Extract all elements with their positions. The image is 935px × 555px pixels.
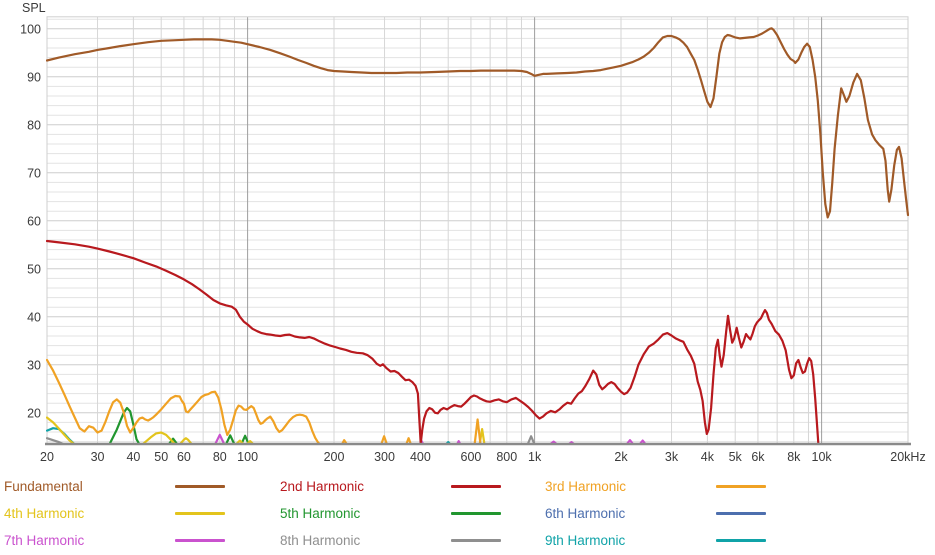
x-tick-label: 50 bbox=[154, 450, 168, 464]
x-tick-labels: 20 30 40 50 60 80 100 200 300 400 600 800 1k 2k 3k 4k 5k… bbox=[40, 450, 926, 464]
y-axis-title: SPL bbox=[22, 1, 46, 15]
legend-item-3rd-harmonic: 3rd Harmonic bbox=[545, 473, 935, 500]
series-2nd-harmonic bbox=[46, 239, 820, 445]
x-tick-label: 40 bbox=[126, 450, 140, 464]
chart-plot-area: 20 30 40 50 60 70 80 90 100 20 30 40 50 60 80 100 200 300… bbox=[20, 1, 926, 464]
legend-label-5th-harmonic: 5th Harmonic bbox=[280, 506, 361, 521]
series-5th-harmonic bbox=[108, 406, 141, 445]
series-3rd-harmonic bbox=[405, 437, 413, 445]
x-tick-label: 8k bbox=[787, 450, 801, 464]
x-tick-label: 300 bbox=[374, 450, 395, 464]
legend-swatch-4th-harmonic bbox=[175, 512, 225, 515]
legend-label-6th-harmonic: 6th Harmonic bbox=[545, 506, 626, 521]
legend-item-2nd-harmonic: 2nd Harmonic bbox=[280, 473, 545, 500]
x-tick-label: 2k bbox=[614, 450, 628, 464]
y-tick-label: 80 bbox=[27, 118, 41, 132]
legend-item-9th-harmonic: 9th Harmonic bbox=[545, 527, 935, 554]
series-7th-harmonic bbox=[213, 433, 226, 445]
series-3rd-harmonic bbox=[46, 358, 322, 445]
legend-item-4th-harmonic: 4th Harmonic bbox=[4, 500, 280, 527]
series-3rd-harmonic bbox=[380, 435, 389, 445]
x-tick-label: 60 bbox=[177, 450, 191, 464]
y-tick-label: 90 bbox=[27, 70, 41, 84]
series-fundamental bbox=[46, 27, 909, 219]
legend-swatch-6th-harmonic bbox=[716, 512, 766, 515]
y-tick-label: 50 bbox=[27, 262, 41, 276]
legend-label-8th-harmonic: 8th Harmonic bbox=[280, 533, 361, 548]
legend-swatch-fundamental bbox=[175, 485, 225, 488]
series-5th-harmonic bbox=[240, 434, 250, 445]
y-tick-label: 40 bbox=[27, 310, 41, 324]
series-lines bbox=[46, 27, 909, 445]
legend-label-4th-harmonic: 4th Harmonic bbox=[4, 506, 85, 521]
x-tick-label: 4k bbox=[701, 450, 715, 464]
y-tick-label: 30 bbox=[27, 358, 41, 372]
y-tick-label: 20 bbox=[27, 406, 41, 420]
x-tick-label: 6k bbox=[751, 450, 765, 464]
legend-swatch-5th-harmonic bbox=[451, 512, 501, 515]
spl-chart-svg: 20 30 40 50 60 70 80 90 100 20 30 40 50 60 80 100 200 300… bbox=[20, 1, 926, 464]
legend-label-2nd-harmonic: 2nd Harmonic bbox=[280, 479, 365, 494]
y-tick-label: 100 bbox=[20, 22, 41, 36]
x-tick-label: 1k bbox=[528, 450, 542, 464]
series-5th-harmonic bbox=[224, 434, 236, 445]
legend-label-fundamental: Fundamental bbox=[4, 479, 83, 494]
series-4th-harmonic bbox=[178, 437, 194, 445]
legend-label-3rd-harmonic: 3rd Harmonic bbox=[545, 479, 627, 494]
x-tick-label: 100 bbox=[237, 450, 258, 464]
series-8th-harmonic bbox=[526, 435, 536, 445]
series-4th-harmonic bbox=[141, 431, 177, 445]
x-tick-label: 80 bbox=[213, 450, 227, 464]
x-tick-label: 30 bbox=[91, 450, 105, 464]
series-3rd-harmonic bbox=[473, 418, 482, 445]
legend-item-8th-harmonic: 8th Harmonic bbox=[280, 527, 545, 554]
legend-item-fundamental: Fundamental bbox=[4, 473, 280, 500]
x-tick-label: 5k bbox=[729, 450, 743, 464]
legend-swatch-7th-harmonic bbox=[175, 539, 225, 542]
series-5th-harmonic bbox=[167, 437, 179, 445]
y-tick-label: 70 bbox=[27, 166, 41, 180]
legend-item-6th-harmonic: 6th Harmonic bbox=[545, 500, 935, 527]
legend: Fundamental 2nd Harmonic 3rd Harmonic 4t… bbox=[0, 470, 935, 555]
legend-swatch-9th-harmonic bbox=[716, 539, 766, 542]
legend-label-9th-harmonic: 9th Harmonic bbox=[545, 533, 626, 548]
x-tick-label: 600 bbox=[461, 450, 482, 464]
x-tick-label: 20 bbox=[40, 450, 54, 464]
x-tick-label: 800 bbox=[496, 450, 517, 464]
x-tick-label: 3k bbox=[665, 450, 679, 464]
legend-label-7th-harmonic: 7th Harmonic bbox=[4, 533, 85, 548]
legend-item-7th-harmonic: 7th Harmonic bbox=[4, 527, 280, 554]
h-gridlines bbox=[47, 18, 908, 443]
x-tick-label: 400 bbox=[410, 450, 431, 464]
legend-swatch-3rd-harmonic bbox=[716, 485, 766, 488]
legend-swatch-8th-harmonic bbox=[451, 539, 501, 542]
x-tick-label: 20kHz bbox=[890, 450, 925, 464]
x-tick-label: 200 bbox=[324, 450, 345, 464]
series-4th-harmonic bbox=[46, 416, 76, 445]
x-tick-label: 10k bbox=[812, 450, 833, 464]
y-tick-label: 60 bbox=[27, 214, 41, 228]
y-tick-labels: 20 30 40 50 60 70 80 90 100 bbox=[20, 22, 41, 420]
legend-item-5th-harmonic: 5th Harmonic bbox=[280, 500, 545, 527]
legend-swatch-2nd-harmonic bbox=[451, 485, 501, 488]
